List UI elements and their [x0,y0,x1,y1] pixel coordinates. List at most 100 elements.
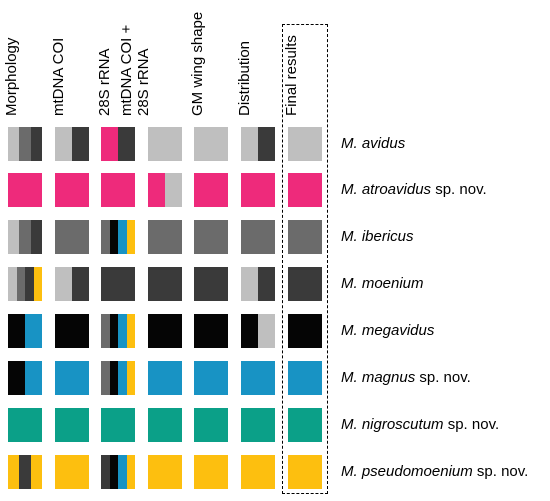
cell-r1-c2 [101,173,135,207]
cell-segment-black [8,314,25,348]
cell-r1-c6 [288,173,322,207]
cell-segment-black [109,220,118,254]
column-header-label: Final results [283,35,300,116]
cell-r5-c5 [241,361,275,395]
cell-r7-c0 [8,455,42,489]
cell-segment-midgray [16,267,25,301]
cell-segment-blue [241,361,275,395]
cell-r5-c2 [101,361,135,395]
cell-r0-c2 [101,127,135,161]
column-header-label: Morphology [3,37,20,116]
cell-r1-c3 [148,173,182,207]
cell-segment-blue [118,361,127,395]
cell-segment-midgray [101,314,110,348]
species-label: M. pseudomoenium sp. nov. [341,463,528,481]
column-header-6: Final results [283,0,334,120]
cell-segment-pink [194,173,228,207]
cell-r2-c6 [288,220,322,254]
cell-r2-c1 [55,220,89,254]
cell-r1-c1 [55,173,89,207]
cell-segment-yellow [55,455,89,489]
cell-r0-c4 [194,127,228,161]
species-name: M. magnus [341,369,416,386]
cell-segment-lightgray [241,127,258,161]
species-suffix: sp. nov. [443,416,500,433]
cell-segment-lightgray [288,127,322,161]
cell-r1-c5 [241,173,275,207]
cell-r4-c1 [55,314,89,348]
cell-segment-blue [55,361,89,395]
cell-r7-c3 [148,455,182,489]
column-header-label: GM wing shape [189,11,206,116]
species-name: M. atroavidus [341,181,432,198]
column-header-label: 28S rRNA [96,48,113,116]
cell-r3-c3 [148,267,182,301]
cell-segment-pink [101,127,118,161]
cell-r0-c6 [288,127,322,161]
cell-segment-midgray [194,220,228,254]
cell-segment-lightgray [8,220,20,254]
cell-r5-c3 [148,361,182,395]
cell-segment-pink [288,173,322,207]
cell-segment-darkgray [288,267,322,301]
cell-segment-pink [55,173,89,207]
cell-segment-midgray [148,220,182,254]
cell-segment-darkgray [258,127,275,161]
species-suffix: sp. nov. [472,463,529,480]
cell-r2-c2 [101,220,135,254]
cell-segment-pink [148,173,165,207]
cell-r7-c5 [241,455,275,489]
cell-segment-black [109,361,118,395]
cell-segment-darkgray [72,267,89,301]
cell-segment-darkgray [101,455,110,489]
cell-r0-c5 [241,127,275,161]
cell-segment-lightgray [55,267,72,301]
cell-segment-blue [25,314,42,348]
cell-segment-darkgray [194,267,228,301]
cell-segment-teal [148,408,182,442]
species-label: M. atroavidus sp. nov. [341,181,487,199]
cell-segment-yellow [126,455,135,489]
column-header-label: Distribution [236,40,253,116]
cell-r4-c3 [148,314,182,348]
cell-r3-c1 [55,267,89,301]
cell-segment-teal [241,408,275,442]
cell-segment-black [8,361,25,395]
species-suffix: sp. nov. [431,181,487,198]
cell-r6-c1 [55,408,89,442]
cell-r2-c3 [148,220,182,254]
cell-r2-c5 [241,220,275,254]
cell-segment-yellow [126,220,135,254]
cell-segment-darkgray [19,455,31,489]
species-label: M. magnus sp. nov. [341,369,471,387]
cell-segment-pink [241,173,275,207]
cell-segment-midgray [55,220,89,254]
species-label: M. moenium [341,275,424,293]
cell-r3-c6 [288,267,322,301]
cell-segment-yellow [126,361,135,395]
cell-segment-midgray [101,361,110,395]
cell-segment-yellow [288,455,322,489]
cell-r4-c4 [194,314,228,348]
cell-segment-black [241,314,258,348]
cell-segment-blue [118,314,127,348]
cell-r4-c5 [241,314,275,348]
cell-segment-blue [118,455,127,489]
cell-segment-teal [288,408,322,442]
species-name: M. nigroscutum [341,416,444,433]
cell-segment-midgray [101,220,110,254]
cell-r1-c4 [194,173,228,207]
column-header-4: GM wing shape [189,0,240,120]
cell-segment-yellow [241,455,275,489]
column-header-label: mtDNA COI +28S rRNA [118,24,152,116]
cell-r3-c4 [194,267,228,301]
cell-r7-c2 [101,455,135,489]
species-name: M. ibericus [341,228,414,245]
cell-segment-teal [55,408,89,442]
cell-r2-c4 [194,220,228,254]
cell-segment-blue [118,220,127,254]
cell-segment-teal [101,408,135,442]
species-label: M. ibericus [341,228,414,246]
cell-r0-c3 [148,127,182,161]
